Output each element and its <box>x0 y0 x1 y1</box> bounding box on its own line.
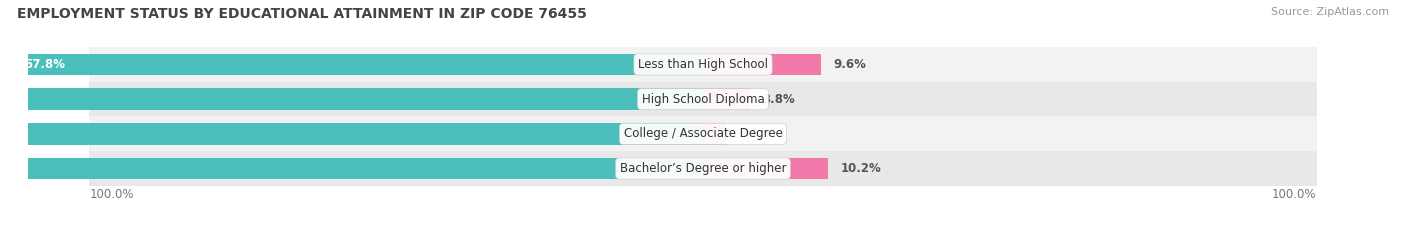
Text: 1.9%: 1.9% <box>738 127 772 140</box>
Bar <box>0 54 703 75</box>
Text: 9.6%: 9.6% <box>834 58 866 71</box>
Text: Bachelor’s Degree or higher: Bachelor’s Degree or higher <box>620 162 786 175</box>
Text: Less than High School: Less than High School <box>638 58 768 71</box>
Bar <box>90 116 1316 151</box>
Text: 100.0%: 100.0% <box>1272 188 1316 201</box>
Text: EMPLOYMENT STATUS BY EDUCATIONAL ATTAINMENT IN ZIP CODE 76455: EMPLOYMENT STATUS BY EDUCATIONAL ATTAINM… <box>17 7 586 21</box>
Text: 57.8%: 57.8% <box>24 58 66 71</box>
Bar <box>90 82 1316 116</box>
Bar <box>0 88 703 110</box>
Text: 10.2%: 10.2% <box>841 162 882 175</box>
Text: College / Associate Degree: College / Associate Degree <box>624 127 782 140</box>
Bar <box>703 54 821 75</box>
Bar <box>90 47 1316 82</box>
Bar <box>703 158 828 179</box>
Bar <box>0 123 703 145</box>
Text: Source: ZipAtlas.com: Source: ZipAtlas.com <box>1271 7 1389 17</box>
Text: High School Diploma: High School Diploma <box>641 93 765 106</box>
Bar <box>703 123 727 145</box>
Bar <box>703 88 749 110</box>
Bar <box>90 151 1316 186</box>
Text: 100.0%: 100.0% <box>90 188 134 201</box>
Text: 3.8%: 3.8% <box>762 93 794 106</box>
Bar <box>0 158 703 179</box>
